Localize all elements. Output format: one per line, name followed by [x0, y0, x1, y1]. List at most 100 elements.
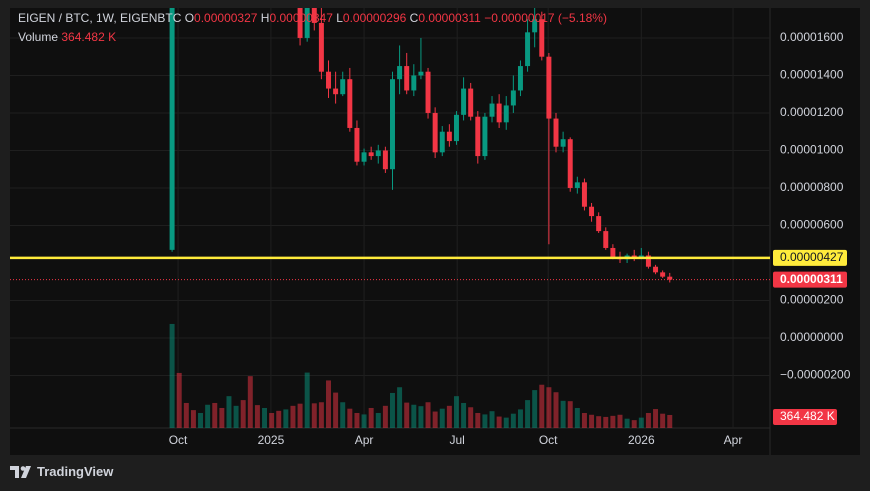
candle-body: [667, 276, 673, 280]
volume-bar: [596, 416, 602, 428]
x-tick-label: 2025: [258, 433, 285, 447]
candle-body: [546, 56, 552, 119]
volume-bar: [560, 400, 566, 428]
candle-body: [482, 116, 488, 157]
candle-body: [304, 8, 310, 38]
volume-bar: [503, 417, 509, 428]
candle-body: [297, 8, 303, 38]
volume-bar: [432, 411, 438, 428]
volume-bar: [205, 404, 211, 428]
volume-bar: [190, 410, 196, 428]
candle-body: [333, 88, 339, 95]
volume-legend: Volume 364.482 K: [18, 30, 116, 44]
candle-body: [610, 247, 616, 258]
y-tick-label: 0.00000000: [780, 330, 844, 344]
chart-panel: [10, 8, 860, 455]
candle-body: [660, 272, 666, 277]
candle-body: [368, 152, 374, 157]
candle-body: [596, 216, 602, 232]
candle-body: [638, 255, 644, 258]
volume-bar: [368, 407, 374, 428]
volume-bar: [411, 404, 417, 428]
volume-bar: [667, 414, 673, 428]
candle-body: [510, 90, 516, 106]
l-value: 0.00000296: [342, 11, 407, 25]
y-tick-label: 0.00000800: [780, 180, 844, 194]
candle-body: [411, 75, 417, 91]
volume-bar: [468, 407, 474, 428]
candle-body: [311, 8, 317, 23]
candle-body: [361, 152, 367, 162]
candle-body: [453, 114, 459, 142]
candle-body: [581, 182, 587, 207]
volume-bar: [589, 414, 595, 428]
candle-body: [340, 79, 346, 95]
volume-label: Volume: [18, 30, 59, 44]
logo: [10, 465, 31, 478]
candle-body: [418, 71, 424, 76]
brand[interactable]: TradingView: [10, 464, 113, 479]
candle-body: [653, 266, 659, 273]
candle-body: [532, 19, 538, 33]
symbol: EIGEN / BTC, 1W, EIGENBTC: [18, 11, 182, 25]
candle-body: [475, 116, 481, 157]
legend: EIGEN / BTC, 1W, EIGENBTC O0.00000327 H0…: [18, 11, 607, 25]
volume-bar: [482, 414, 488, 428]
h-label: H: [260, 11, 270, 25]
volume-bar: [574, 407, 580, 428]
volume-bar: [439, 408, 445, 428]
candle-body: [461, 88, 467, 115]
volume-bar: [425, 402, 431, 428]
candle-body: [347, 79, 353, 128]
volume-bar: [418, 406, 424, 428]
candle-body: [631, 255, 637, 258]
y-tick-label: 0.00000200: [780, 293, 844, 307]
c-value: 0.00000311: [418, 11, 481, 25]
hline-label: 0.00000427: [780, 250, 844, 264]
volume-bar: [517, 409, 523, 428]
volume-bar: [311, 403, 317, 428]
volume-bar: [532, 390, 538, 428]
volume-bar: [247, 376, 253, 428]
candle-body: [496, 103, 502, 123]
candle-body: [517, 66, 523, 91]
candle-body: [354, 127, 360, 162]
x-tick-label: Apr: [724, 433, 743, 447]
volume-bar: [567, 401, 573, 428]
volume-bar: [461, 402, 467, 428]
c-label: C: [409, 11, 419, 25]
volume-bar: [233, 405, 239, 428]
volume-bar: [290, 405, 296, 428]
candle-body: [425, 71, 431, 113]
volume-bar: [489, 411, 495, 428]
volume-bar: [318, 402, 324, 428]
volume-bar: [645, 412, 651, 428]
volume-value: 364.482 K: [61, 30, 117, 44]
candle-body: [446, 131, 452, 142]
candle-body: [539, 19, 545, 57]
volume-bar: [638, 417, 644, 428]
l-label: L: [336, 11, 343, 25]
candle-body: [503, 105, 509, 123]
candle-body: [468, 88, 474, 117]
volume-bar: [610, 415, 616, 428]
candle-body: [375, 150, 381, 157]
volume-bar: [546, 387, 552, 428]
candle-body: [589, 206, 595, 217]
volume-bar: [304, 372, 310, 428]
x-tick-label: Oct: [169, 433, 188, 447]
candle-body: [553, 118, 559, 147]
y-tick-label: 0.00001000: [780, 143, 844, 157]
volume-bar: [404, 402, 410, 428]
volume-bar: [283, 409, 289, 428]
hline-label-box: [773, 249, 847, 266]
last-price-box: [773, 271, 847, 288]
volume-bar: [617, 414, 623, 428]
volume-bar: [446, 405, 452, 428]
volume-bar: [297, 403, 303, 428]
last-price-label: 0.00000311: [780, 272, 843, 286]
volume-bar: [198, 412, 204, 428]
last-volume-label: 364.482 K: [780, 409, 835, 423]
